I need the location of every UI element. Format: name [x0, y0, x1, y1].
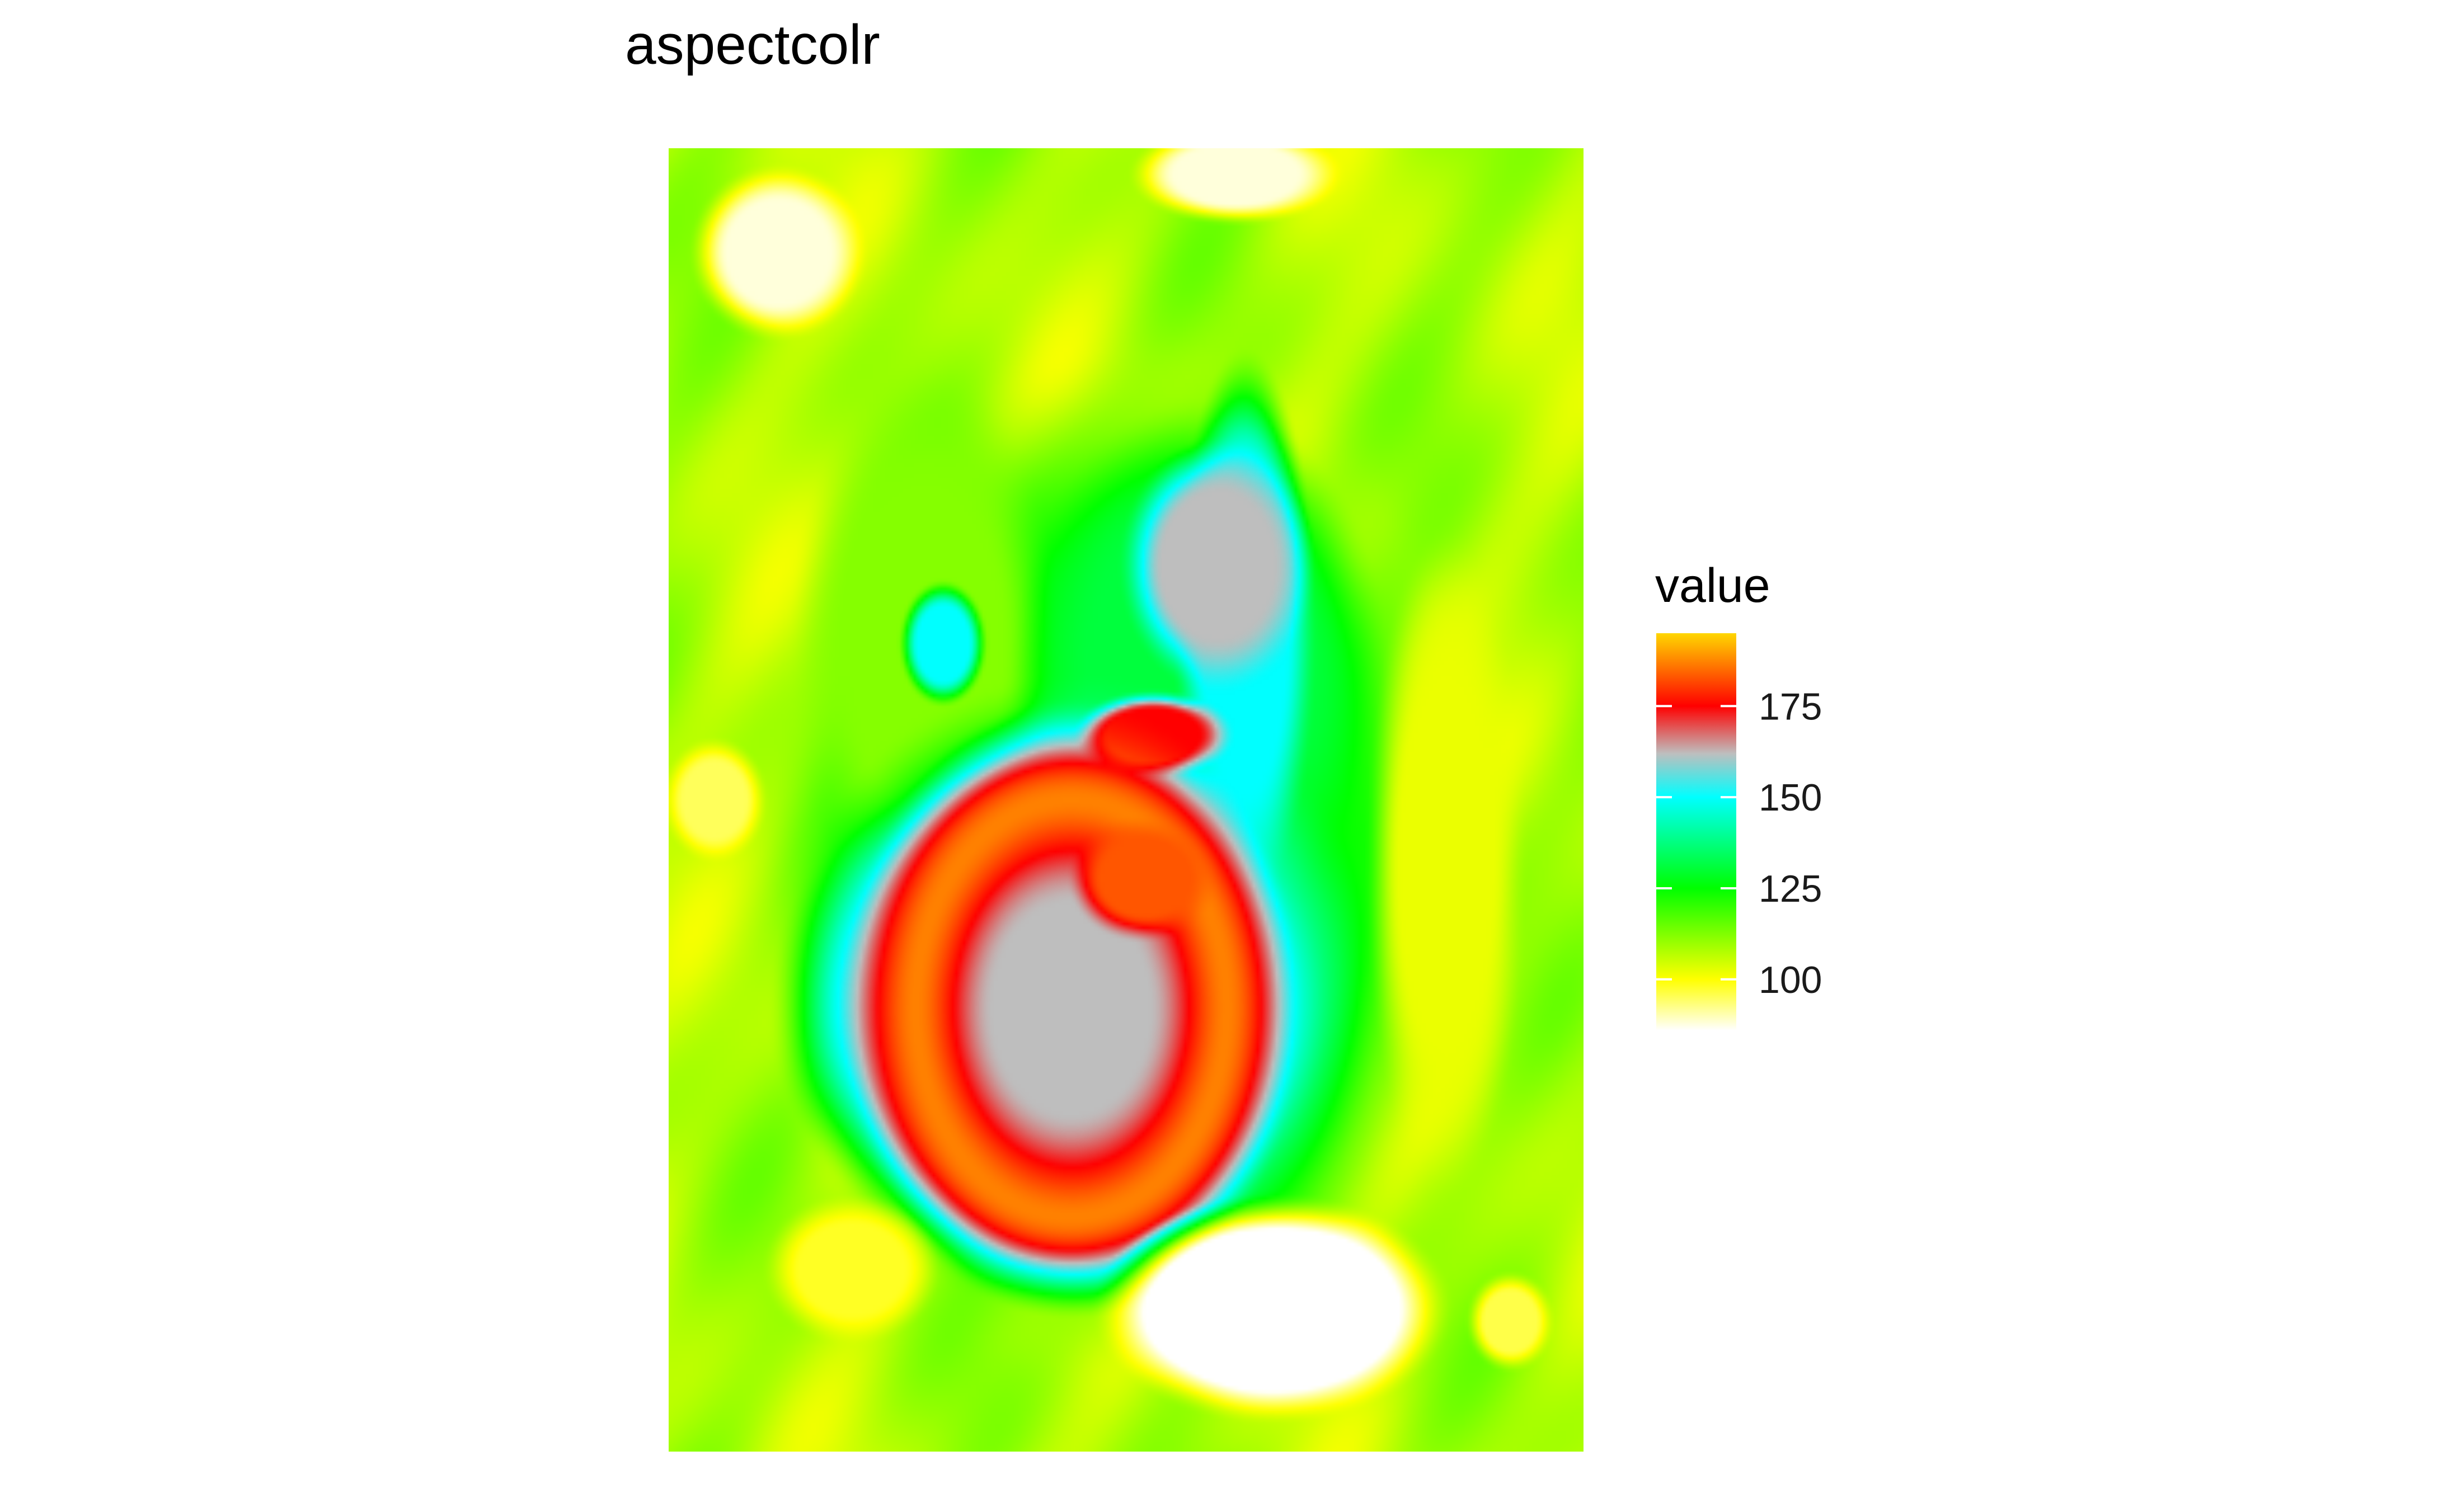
colorbar-tick-label: 100 [1759, 959, 1822, 1001]
legend-title: value [1655, 559, 1770, 613]
colorbar-tick-label: 125 [1759, 868, 1822, 910]
colorbar-ticks: 100 125 150 175 [1656, 685, 1822, 1001]
chart-title: aspectcolr [625, 13, 880, 76]
colorbar-tick-label: 175 [1759, 685, 1822, 728]
colorbar [1656, 633, 1736, 1030]
colorbar-tick-label: 150 [1759, 776, 1822, 819]
heatmap-raster [669, 148, 1584, 1452]
